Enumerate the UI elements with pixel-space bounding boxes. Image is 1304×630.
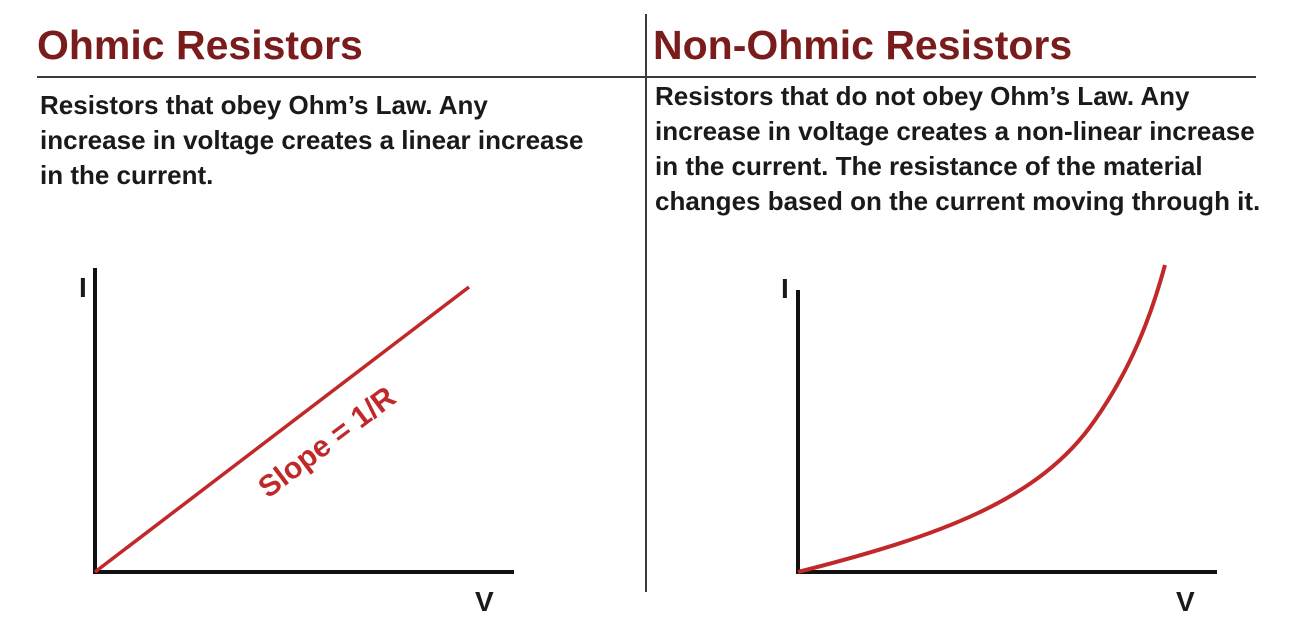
ohmic-linear-curve xyxy=(93,285,471,574)
non-ohmic-x-axis-label: V xyxy=(1176,586,1195,617)
ohmic-graph: I V Slope = 1/R xyxy=(79,268,514,617)
non-ohmic-title: Non-Ohmic Resistors xyxy=(653,22,1073,68)
non-ohmic-exponential-curve xyxy=(797,264,1167,574)
non-ohmic-graph: I V xyxy=(781,264,1217,617)
slope-label: Slope = 1/R xyxy=(252,380,402,504)
ohmic-y-axis-label: I xyxy=(79,272,87,303)
panel-divider xyxy=(645,14,647,592)
ohmic-description: Resistors that obey Ohm’s Law. Any incre… xyxy=(40,90,584,190)
ohmic-title: Ohmic Resistors xyxy=(37,22,363,68)
ohmic-title-underline xyxy=(37,76,646,78)
ohmic-x-axis-label: V xyxy=(475,586,494,617)
non-ohmic-y-axis-label: I xyxy=(781,273,789,304)
non-ohmic-title-underline xyxy=(647,76,1256,78)
non-ohmic-description: Resistors that do not obey Ohm’s Law. An… xyxy=(655,81,1261,216)
